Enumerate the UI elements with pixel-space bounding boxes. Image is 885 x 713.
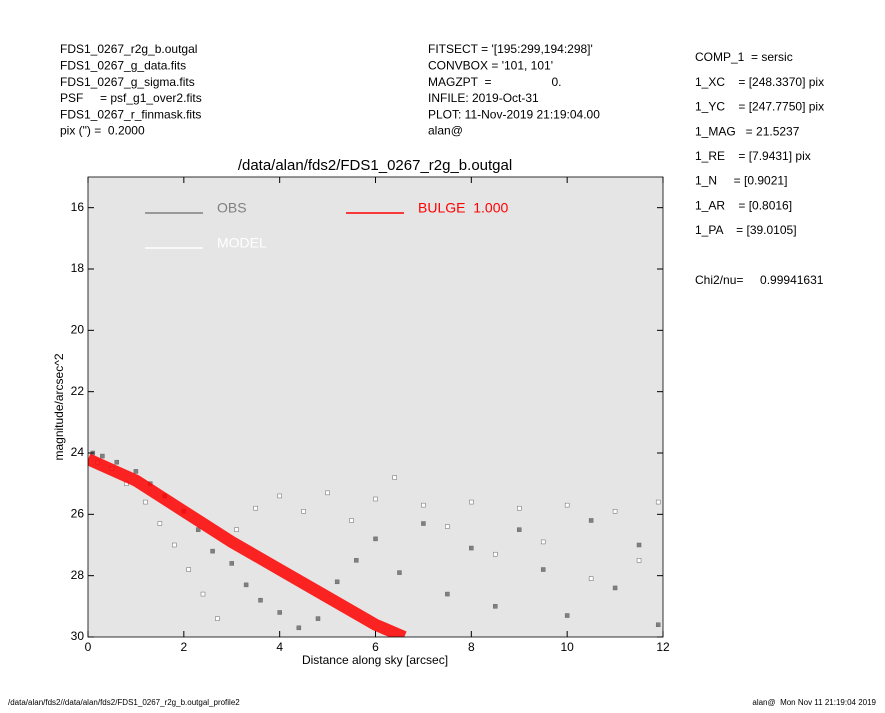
data-point [397,570,402,575]
data-point [349,518,354,523]
data-point [277,493,282,499]
header-mid-line: PLOT: 11-Nov-2019 21:19:04.00 [428,107,600,121]
header-left-line: FDS1_0267_g_sigma.fits [60,75,195,89]
x-tick-label: 8 [468,640,475,654]
header-mid-line: alan@ [428,124,463,138]
header-left-line: PSF = psf_g1_over2.fits [60,91,202,105]
data-point [253,505,258,511]
data-point [354,558,359,563]
data-point [564,502,570,508]
data-point [445,591,450,597]
data-point [373,536,378,542]
y-tick-label: 16 [71,200,85,214]
data-point [540,567,546,572]
data-point [517,505,522,511]
y-tick-label: 20 [71,323,85,337]
y-tick-label: 26 [71,507,85,521]
data-point [172,542,177,548]
header-right-line: 1_N = [0.9021] [695,174,787,188]
data-point [277,610,282,615]
header-right-line: 1_XC = [248.3370] pix [695,75,824,89]
footer-right: alan@ Mon Nov 11 21:19:04 2019 [752,698,876,707]
data-point [258,597,263,603]
data-point [157,521,163,526]
data-point [588,576,594,581]
plot-background [88,177,663,637]
y-tick-label: 22 [71,384,85,398]
data-point [493,604,498,609]
x-tick-label: 2 [180,640,187,654]
data-point [655,499,661,505]
data-point [469,499,474,505]
data-point [200,591,206,597]
data-point [655,622,661,627]
data-point [612,509,618,514]
data-point [100,453,105,459]
data-point [114,459,119,465]
header-right-line: 1_MAG = 21.5237 [695,124,800,138]
y-axis-label: magnitude/arcsec^2 [52,353,66,460]
data-point [445,524,450,529]
data-point [234,527,239,532]
header-left-line: FDS1_0267_r2g_b.outgal [60,42,197,56]
bulge-band [88,453,407,637]
data-point [588,518,594,523]
header-right-line: 1_PA = [39.0105] [695,223,797,237]
data-point [243,582,249,588]
chart-title: /data/alan/fds2/FDS1_0267_r2g_b.outgal [238,157,512,174]
data-point [210,548,215,554]
header-right-line: 1_YC = [247.7750] pix [695,100,824,114]
data-point [493,551,498,557]
x-tick-label: 12 [656,640,670,654]
data-point [186,567,191,572]
data-point [325,490,330,496]
data-point [612,585,618,591]
data-point [392,475,397,480]
x-axis-label: Distance along sky [arcsec] [302,653,448,667]
header-mid-line: INFILE: 2019-Oct-31 [428,91,539,105]
header-mid-line: MAGZPT = 0. [428,75,561,89]
data-point [636,558,642,563]
x-tick-label: 10 [560,640,574,654]
chi2: Chi2/nu= 0.99941631 [695,273,824,287]
data-point [229,561,234,566]
header-left-line: pix (") = 0.2000 [60,124,145,138]
header-left-line: FDS1_0267_r_finmask.fits [60,107,201,121]
footer-left: /data/alan/fds2//data/alan/fds2/FDS1_026… [8,698,240,707]
data-point [517,527,522,532]
data-point [540,539,546,545]
plot-area [88,450,661,637]
data-point [469,545,474,551]
data-point [301,509,306,514]
data-point [315,616,321,621]
data-point [334,579,340,585]
data-point [296,625,302,631]
legend-label: BULGE 1.000 [418,200,508,216]
legend-label: MODEL [217,235,267,251]
data-point [133,469,139,474]
x-tick-label: 6 [372,640,379,654]
header-mid-line: CONVBOX = '101, 101' [428,58,553,72]
data-point [143,499,148,505]
data-point [564,613,570,618]
y-tick-label: 28 [71,568,85,582]
data-point [373,496,378,502]
y-tick-label: 24 [71,445,85,459]
header-left-line: FDS1_0267_g_data.fits [60,58,186,72]
x-tick-label: 0 [85,640,92,654]
data-point [636,542,642,548]
data-point [215,616,220,621]
header-right-line: 1_RE = [7.9431] pix [695,149,811,163]
data-point [421,502,426,508]
data-point [195,527,201,532]
y-tick-label: 18 [71,261,85,275]
header-right-line: COMP_1 = sersic [695,50,793,64]
header-mid-line: FITSECT = '[195:299,194:298]' [428,42,593,56]
x-tick-label: 4 [276,640,283,654]
data-point [421,521,426,526]
legend-label: OBS [217,200,247,216]
y-tick-label: 30 [71,629,85,643]
header-right-line: 1_AR = [0.8016] [695,198,792,212]
